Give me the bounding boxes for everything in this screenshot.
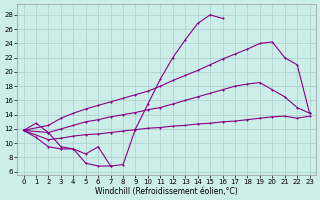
X-axis label: Windchill (Refroidissement éolien,°C): Windchill (Refroidissement éolien,°C) [95, 187, 238, 196]
